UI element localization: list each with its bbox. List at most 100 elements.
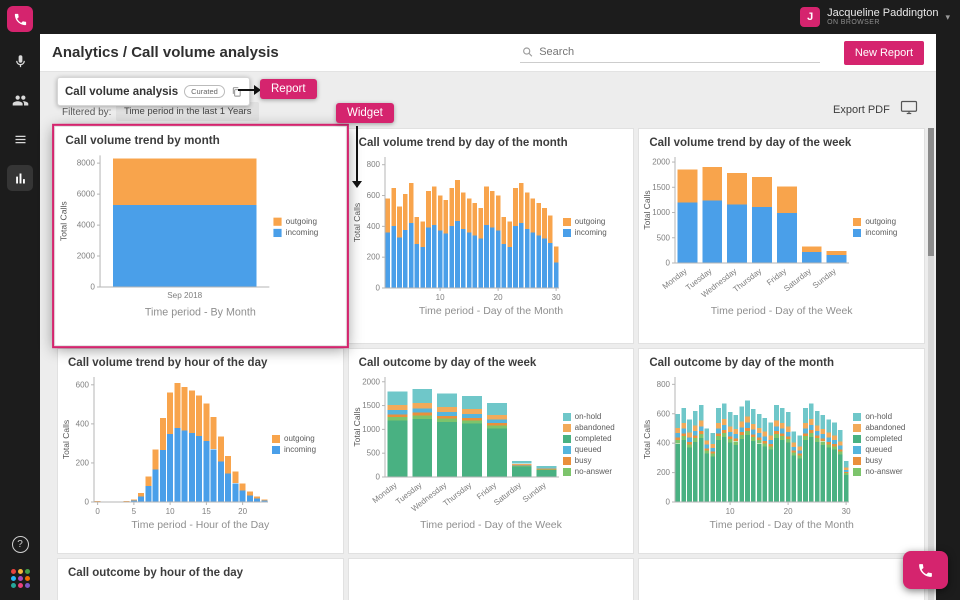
phone-fab-button[interactable] — [903, 551, 948, 589]
svg-text:5: 5 — [132, 507, 137, 516]
legend-label: incoming — [574, 228, 607, 237]
legend-item: on-hold — [562, 412, 623, 421]
chevron-down-icon[interactable]: ▾ — [945, 11, 950, 22]
legend-item: busy — [853, 456, 913, 465]
scrollbar-thumb[interactable] — [928, 128, 934, 256]
chart-title: Call volume trend by month — [65, 135, 220, 148]
legend-label: outgoing — [865, 217, 897, 226]
svg-text:500: 500 — [366, 449, 380, 458]
scrollbar — [928, 128, 934, 600]
legend-label: outgoing — [574, 217, 606, 226]
legend-label: busy — [574, 456, 592, 465]
curated-badge: Curated — [184, 85, 225, 98]
legend-item: incoming — [272, 445, 332, 454]
chart-card: Call volume trend by day of the week 0 50… — [638, 128, 925, 344]
legend-label: incoming — [284, 445, 317, 454]
chart-xlabel: Time period - Day of the Month — [418, 305, 564, 317]
svg-text:0: 0 — [85, 498, 90, 507]
chart-xlabel: Time period - Day of the Month — [709, 519, 854, 531]
analytics-icon[interactable] — [7, 165, 33, 191]
svg-text:0: 0 — [375, 284, 380, 293]
svg-text:1500: 1500 — [653, 183, 671, 192]
phone-icon — [919, 563, 932, 577]
apps-grid-icon[interactable] — [10, 569, 30, 588]
svg-text:1500: 1500 — [362, 401, 380, 410]
legend-item: completed — [853, 434, 913, 443]
legend-label: outgoing — [285, 216, 317, 226]
search-icon — [523, 47, 533, 57]
mic-icon[interactable] — [7, 48, 33, 74]
svg-text:20: 20 — [493, 293, 502, 302]
phone-logo-icon[interactable] — [7, 6, 33, 32]
chart-card: Call outcome by hour of the day — [57, 558, 344, 600]
search-input[interactable] — [539, 46, 818, 58]
display-icon[interactable] — [900, 100, 918, 120]
chart-card: Call volume trend by day of the month 0 2… — [347, 128, 635, 344]
legend-swatch — [562, 228, 571, 237]
svg-text:15: 15 — [202, 507, 211, 516]
help-icon[interactable]: ? — [11, 536, 29, 553]
contacts-icon[interactable] — [7, 87, 33, 113]
search-box[interactable] — [519, 42, 820, 63]
legend-swatch — [562, 434, 571, 443]
legend-swatch — [562, 456, 571, 465]
legend-swatch — [272, 445, 280, 454]
legend-swatch — [853, 434, 862, 443]
chart-card — [347, 558, 635, 600]
chart-title: Call volume trend by day of the week — [649, 137, 852, 149]
report-title-callout: Call volume analysis Curated — [57, 77, 250, 106]
filter-chip[interactable]: Time period in the last 1 Years — [116, 102, 260, 121]
legend-swatch — [562, 467, 571, 476]
svg-text:600: 600 — [657, 409, 671, 418]
svg-text:Monday: Monday — [370, 480, 398, 505]
legend-item: abandoned — [853, 423, 913, 432]
svg-text:1000: 1000 — [362, 425, 380, 434]
annotation-arrowhead — [254, 85, 261, 95]
svg-text:Total Calls: Total Calls — [642, 190, 652, 229]
svg-text:20: 20 — [784, 507, 793, 516]
legend-swatch — [853, 217, 862, 226]
legend-item: busy — [562, 456, 623, 465]
chart-card: Call volume trend by hour of the day 0 20… — [57, 348, 344, 554]
export-pdf-link[interactable]: Export PDF — [833, 104, 890, 116]
copy-icon[interactable] — [231, 86, 242, 98]
chart-title: Call volume trend by hour of the day — [68, 357, 268, 369]
chart-card: Call outcome by day of the month 0 200 400… — [638, 348, 925, 554]
annotation-arrow — [238, 89, 256, 91]
svg-text:Sep 2018: Sep 2018 — [167, 291, 202, 300]
legend-label: completed — [865, 434, 903, 443]
chart-grid: Call volume trend by month 0 2000 4000 6000… — [52, 123, 925, 600]
legend-label: queued — [574, 445, 602, 454]
chart-plot: 0500100015002000MondayTuesdayWednesdayTh… — [642, 157, 850, 300]
svg-text:0: 0 — [375, 473, 380, 482]
legend-swatch — [853, 445, 862, 454]
svg-text:Total Calls: Total Calls — [352, 203, 362, 242]
chart-title: Call outcome by day of the month — [649, 357, 834, 369]
chart-title: Call volume trend by day of the month — [358, 137, 568, 149]
user-menu[interactable]: Jacqueline Paddington ON BROWSER — [827, 7, 938, 27]
svg-text:400: 400 — [76, 419, 90, 428]
avatar[interactable]: J — [800, 7, 821, 27]
svg-text:0: 0 — [90, 283, 95, 292]
svg-text:Total Calls: Total Calls — [642, 420, 652, 459]
chart-legend: outgoing incoming — [273, 217, 336, 237]
new-report-button[interactable]: New Report — [843, 40, 924, 65]
legend-item: on-hold — [853, 412, 913, 421]
chart-xlabel: Time period - Day of the Week — [710, 305, 853, 317]
legend-swatch — [273, 217, 282, 226]
legend-item: incoming — [562, 228, 623, 237]
main-area: Analytics / Call volume analysis New Rep… — [40, 34, 936, 600]
legend-swatch — [562, 412, 571, 421]
svg-text:0: 0 — [666, 498, 671, 507]
legend-item: incoming — [853, 228, 913, 237]
svg-text:200: 200 — [76, 458, 90, 467]
legend-swatch — [562, 423, 571, 432]
legend-label: busy — [865, 456, 883, 465]
legend-item: queued — [853, 445, 913, 454]
call-list-icon[interactable] — [7, 126, 33, 152]
svg-text:2000: 2000 — [653, 158, 671, 167]
svg-text:Thursday: Thursday — [441, 480, 473, 508]
svg-text:200: 200 — [657, 468, 671, 477]
svg-text:10: 10 — [435, 293, 444, 302]
legend-swatch — [273, 228, 282, 237]
